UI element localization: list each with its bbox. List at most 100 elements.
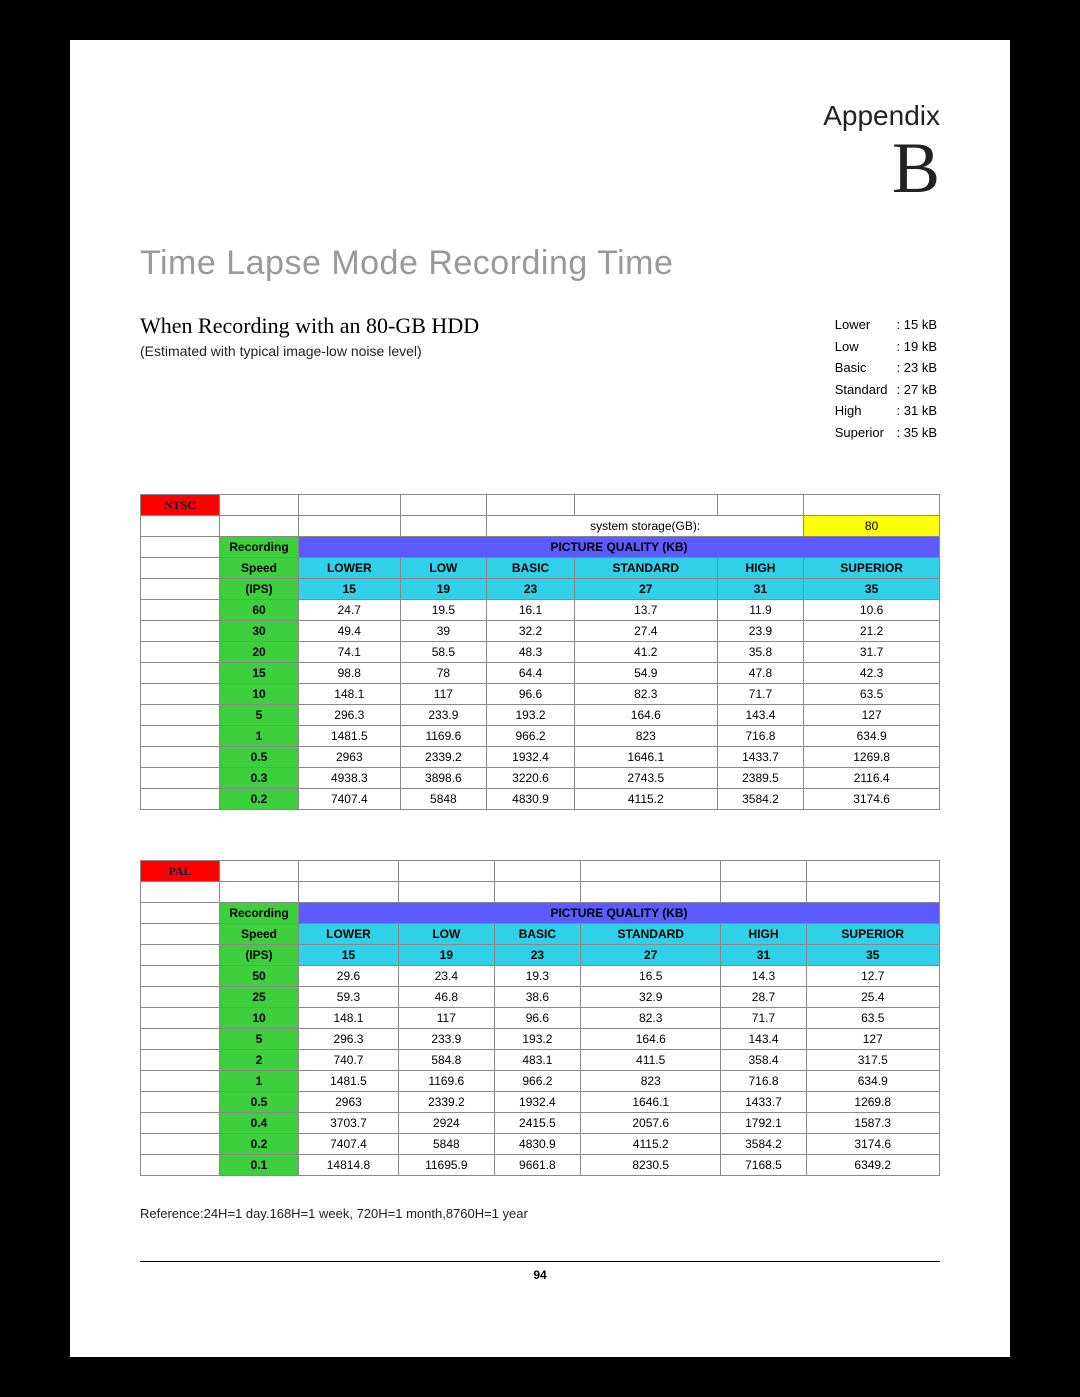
table-cell: 966.2 — [487, 726, 575, 747]
page-title: Time Lapse Mode Recording Time — [140, 244, 940, 283]
quality-kb-cell: 15 — [299, 579, 401, 600]
table-cell: 3174.6 — [804, 789, 940, 810]
table-cell: 71.7 — [717, 684, 804, 705]
table-row: 0.27407.458484830.94115.23584.23174.6 — [141, 1134, 940, 1155]
table-cell: 117 — [398, 1008, 494, 1029]
table-row: 3049.43932.227.423.921.2 — [141, 621, 940, 642]
quality-col-standard: STANDARD — [574, 558, 717, 579]
speed-cell: 0.5 — [220, 1092, 299, 1113]
quality-col-lower: LOWER — [299, 924, 399, 945]
table-cell: 19.3 — [494, 966, 580, 987]
pal-table-format-label: PAL — [141, 861, 220, 882]
kb-legend-value: : 31 kB — [896, 401, 938, 421]
quality-kb-cell: 23 — [494, 945, 580, 966]
kb-legend-label: High — [834, 401, 894, 421]
table-cell: 164.6 — [574, 705, 717, 726]
table-cell: 1481.5 — [299, 726, 401, 747]
table-cell: 59.3 — [299, 987, 399, 1008]
table-cell: 32.9 — [581, 987, 721, 1008]
quality-col-basic: BASIC — [487, 558, 575, 579]
table-row: 11481.51169.6966.2823716.8634.9 — [141, 1071, 940, 1092]
ntsc-table-format-label: NTSC — [141, 495, 220, 516]
speed-cell: 0.4 — [220, 1113, 299, 1134]
speed-cell: 0.2 — [220, 1134, 299, 1155]
table-cell: 4830.9 — [494, 1134, 580, 1155]
quality-kb-cell: 31 — [717, 579, 804, 600]
page-footer: 94 — [140, 1261, 940, 1282]
table-cell: 11.9 — [717, 600, 804, 621]
kb-legend-label: Superior — [834, 423, 894, 443]
table-cell: 6349.2 — [806, 1155, 939, 1176]
speed-cell: 0.3 — [220, 768, 299, 789]
speed-cell: 25 — [220, 987, 299, 1008]
quality-col-low: LOW — [398, 924, 494, 945]
table-cell: 358.4 — [721, 1050, 806, 1071]
quality-col-high: HIGH — [717, 558, 804, 579]
table-cell: 193.2 — [494, 1029, 580, 1050]
quality-kb-cell: 19 — [398, 945, 494, 966]
kb-legend-value: : 35 kB — [896, 423, 938, 443]
col-head-ips: (IPS) — [220, 579, 299, 600]
table-cell: 4115.2 — [574, 789, 717, 810]
table-cell: 14814.8 — [299, 1155, 399, 1176]
document-page: Appendix B Time Lapse Mode Recording Tim… — [70, 40, 1010, 1357]
quality-col-high: HIGH — [721, 924, 806, 945]
table-cell: 29.6 — [299, 966, 399, 987]
table-cell: 148.1 — [299, 1008, 399, 1029]
picture-quality-header: PICTURE QUALITY (KB) — [299, 903, 940, 924]
table-row: 2740.7584.8483.1411.5358.4317.5 — [141, 1050, 940, 1071]
table-cell: 2924 — [398, 1113, 494, 1134]
table-cell: 78 — [400, 663, 487, 684]
table-cell: 3584.2 — [717, 789, 804, 810]
table-cell: 27.4 — [574, 621, 717, 642]
table-cell: 127 — [804, 705, 940, 726]
table-cell: 1433.7 — [721, 1092, 806, 1113]
subheader-row: When Recording with an 80-GB HDD (Estima… — [140, 313, 940, 444]
kb-legend: Lower: 15 kBLow: 19 kBBasic: 23 kBStanda… — [832, 313, 940, 444]
kb-legend-label: Lower — [834, 315, 894, 335]
table-cell: 2389.5 — [717, 768, 804, 789]
table-cell: 1646.1 — [574, 747, 717, 768]
table-cell: 2415.5 — [494, 1113, 580, 1134]
table-cell: 1269.8 — [806, 1092, 939, 1113]
speed-cell: 20 — [220, 642, 299, 663]
speed-cell: 0.1 — [220, 1155, 299, 1176]
table-cell: 164.6 — [581, 1029, 721, 1050]
table-cell: 2963 — [299, 1092, 399, 1113]
table-cell: 2339.2 — [400, 747, 487, 768]
table-cell: 63.5 — [804, 684, 940, 705]
quality-kb-cell: 19 — [400, 579, 487, 600]
pal-table: PALRecordingPICTURE QUALITY (KB)SpeedLOW… — [140, 860, 940, 1176]
table-cell: 10.6 — [804, 600, 940, 621]
table-cell: 31.7 — [804, 642, 940, 663]
speed-cell: 1 — [220, 1071, 299, 1092]
table-cell: 1587.3 — [806, 1113, 939, 1134]
table-cell: 1646.1 — [581, 1092, 721, 1113]
table-cell: 233.9 — [400, 705, 487, 726]
table-cell: 16.5 — [581, 966, 721, 987]
table-cell: 24.7 — [299, 600, 401, 621]
table-cell: 2057.6 — [581, 1113, 721, 1134]
page-number: 94 — [533, 1268, 546, 1282]
reference-line: Reference:24H=1 day.168H=1 week, 720H=1 … — [140, 1206, 940, 1221]
table-row: 2074.158.548.341.235.831.7 — [141, 642, 940, 663]
quality-kb-cell: 27 — [574, 579, 717, 600]
table-cell: 3584.2 — [721, 1134, 806, 1155]
table-cell: 25.4 — [806, 987, 939, 1008]
table-cell: 584.8 — [398, 1050, 494, 1071]
table-cell: 148.1 — [299, 684, 401, 705]
table-row: 0.43703.729242415.52057.61792.11587.3 — [141, 1113, 940, 1134]
table-cell: 63.5 — [806, 1008, 939, 1029]
table-cell: 98.8 — [299, 663, 401, 684]
table-row: 0.529632339.21932.41646.11433.71269.8 — [141, 747, 940, 768]
table-cell: 47.8 — [717, 663, 804, 684]
table-cell: 4115.2 — [581, 1134, 721, 1155]
quality-kb-cell: 35 — [804, 579, 940, 600]
table-row: 1598.87864.454.947.842.3 — [141, 663, 940, 684]
table-cell: 9661.8 — [494, 1155, 580, 1176]
table-cell: 64.4 — [487, 663, 575, 684]
table-cell: 740.7 — [299, 1050, 399, 1071]
speed-cell: 10 — [220, 684, 299, 705]
col-head-recording: Recording — [220, 537, 299, 558]
table-cell: 2963 — [299, 747, 401, 768]
